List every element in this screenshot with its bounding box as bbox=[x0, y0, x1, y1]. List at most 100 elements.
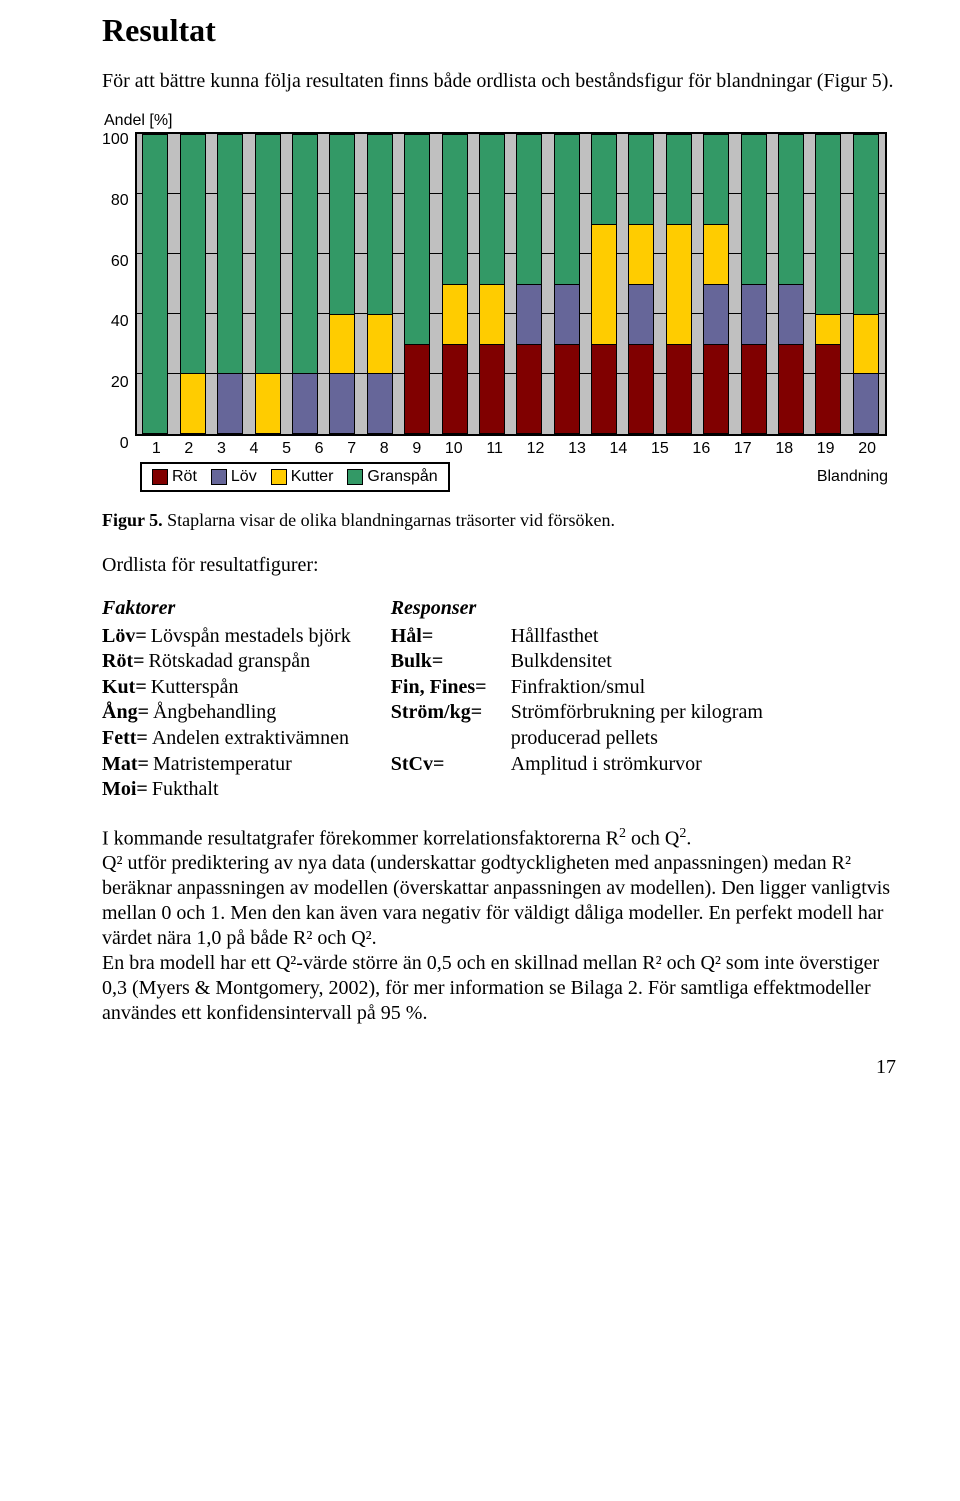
definition-row: StCv=Amplitud i strömkurvor bbox=[391, 752, 763, 778]
bar bbox=[778, 134, 804, 434]
bar-segment-granspån bbox=[256, 135, 280, 373]
x-tick-label: 8 bbox=[380, 440, 389, 458]
legend-swatch bbox=[152, 469, 168, 485]
text-run: Q² utför prediktering av nya data (under… bbox=[102, 852, 890, 949]
bar-segment-röt bbox=[816, 344, 840, 433]
legend-label: Granspån bbox=[367, 468, 437, 486]
x-tick-label: 10 bbox=[445, 440, 463, 458]
bar-segment-granspån bbox=[293, 135, 317, 373]
bar-segment-kutter bbox=[330, 314, 354, 374]
definition-key: Moi= bbox=[102, 777, 148, 803]
bar-segment-kutter bbox=[443, 284, 467, 344]
bar bbox=[815, 134, 841, 434]
definition-value: Andelen extraktivämnen bbox=[152, 726, 349, 752]
bar-segment-löv bbox=[742, 284, 766, 344]
definition-row: Ång=Ångbehandling bbox=[102, 700, 351, 726]
definition-value: Matristemperatur bbox=[153, 752, 292, 778]
definition-row: Ström/kg=Strömförbrukning per kilogram bbox=[391, 700, 763, 726]
bar-segment-kutter bbox=[629, 224, 653, 284]
definition-value: Bulkdensitet bbox=[511, 649, 612, 675]
faktorer-heading: Faktorer bbox=[102, 596, 351, 622]
x-tick-label: 17 bbox=[734, 440, 752, 458]
definition-row: Fin, Fines= Finfraktion/smul bbox=[391, 675, 763, 701]
definition-row: Mat=Matristemperatur bbox=[102, 752, 351, 778]
legend-item: Granspån bbox=[347, 468, 437, 486]
chart-legend: Röt Löv Kutter Granspån bbox=[140, 462, 450, 492]
bar-segment-röt bbox=[555, 344, 579, 433]
definition-row: producerad pellets bbox=[391, 726, 763, 752]
bar bbox=[442, 134, 468, 434]
bar-segment-löv bbox=[704, 284, 728, 344]
bar bbox=[554, 134, 580, 434]
bar bbox=[255, 134, 281, 434]
bar bbox=[142, 134, 168, 434]
definition-row: Hål=Hållfasthet bbox=[391, 624, 763, 650]
bar-segment-röt bbox=[517, 344, 541, 433]
x-tick-label: 16 bbox=[692, 440, 710, 458]
responser-column: Responser Hål=HållfasthetBulk=Bulkdensit… bbox=[391, 596, 763, 803]
bar-segment-kutter bbox=[256, 373, 280, 433]
page-title: Resultat bbox=[102, 12, 896, 49]
definition-row: Moi=Fukthalt bbox=[102, 777, 351, 803]
bar-segment-kutter bbox=[480, 284, 504, 344]
definition-value: Finfraktion/smul bbox=[511, 675, 645, 701]
bar-segment-löv bbox=[854, 373, 878, 433]
x-tick-label: 3 bbox=[217, 440, 226, 458]
definition-value: Hållfasthet bbox=[511, 624, 599, 650]
chart-plot-area bbox=[135, 132, 887, 436]
definition-row: Fett=Andelen extraktivämnen bbox=[102, 726, 351, 752]
legend-item: Kutter bbox=[271, 468, 334, 486]
definition-key: Fett= bbox=[102, 726, 148, 752]
definition-value: Ångbehandling bbox=[153, 700, 276, 726]
bar-segment-röt bbox=[742, 344, 766, 433]
bar bbox=[329, 134, 355, 434]
bar-segment-löv bbox=[218, 373, 242, 433]
legend-swatch bbox=[271, 469, 287, 485]
definition-key: Röt= bbox=[102, 649, 145, 675]
x-axis: 1234567891011121314151617181920 bbox=[140, 436, 888, 458]
definition-key: Bulk= bbox=[391, 649, 507, 675]
definition-key: Hål= bbox=[391, 624, 507, 650]
bar-segment-granspån bbox=[443, 135, 467, 284]
bar bbox=[591, 134, 617, 434]
legend-label: Kutter bbox=[291, 468, 334, 486]
definition-value: Lövspån mestadels björk bbox=[151, 624, 351, 650]
bar-segment-granspån bbox=[667, 135, 691, 224]
text-run: och Q bbox=[626, 827, 679, 849]
x-tick-label: 7 bbox=[347, 440, 356, 458]
bar-segment-granspån bbox=[368, 135, 392, 314]
bar bbox=[853, 134, 879, 434]
bar-segment-granspån bbox=[555, 135, 579, 284]
bar-segment-granspån bbox=[629, 135, 653, 224]
bar-segment-kutter bbox=[368, 314, 392, 374]
definition-value: Amplitud i strömkurvor bbox=[511, 752, 702, 778]
definition-row: Bulk=Bulkdensitet bbox=[391, 649, 763, 675]
legend-label: Löv bbox=[231, 468, 257, 486]
ordlista-intro: Ordlista för resultatfigurer: bbox=[102, 553, 896, 578]
bar bbox=[741, 134, 767, 434]
bar-segment-granspån bbox=[854, 135, 878, 314]
bar bbox=[479, 134, 505, 434]
x-tick-label: 15 bbox=[651, 440, 669, 458]
x-tick-label: 20 bbox=[858, 440, 876, 458]
bar-segment-löv bbox=[293, 373, 317, 433]
definition-key: StCv= bbox=[391, 752, 507, 778]
stacked-bar-chart: Andel [%] 100806040200 12345678910111213… bbox=[102, 112, 896, 492]
bar-segment-löv bbox=[555, 284, 579, 344]
bar-segment-granspån bbox=[218, 135, 242, 373]
definition-value: Rötskadad granspån bbox=[149, 649, 311, 675]
definition-key: Fin, Fines= bbox=[391, 675, 507, 701]
definition-value: Strömförbrukning per kilogram bbox=[511, 700, 763, 726]
x-tick-label: 18 bbox=[775, 440, 793, 458]
definition-row: Röt=Rötskadad granspån bbox=[102, 649, 351, 675]
definition-key: Mat= bbox=[102, 752, 149, 778]
legend-item: Löv bbox=[211, 468, 257, 486]
text-run: . bbox=[686, 827, 691, 849]
x-tick-label: 6 bbox=[315, 440, 324, 458]
figure-caption: Figur 5. Staplarna visar de olika blandn… bbox=[102, 510, 896, 531]
legend-item: Röt bbox=[152, 468, 197, 486]
x-tick-label: 12 bbox=[527, 440, 545, 458]
x-tick-label: 9 bbox=[412, 440, 421, 458]
bar-segment-kutter bbox=[592, 224, 616, 343]
bar-segment-granspån bbox=[405, 135, 429, 344]
